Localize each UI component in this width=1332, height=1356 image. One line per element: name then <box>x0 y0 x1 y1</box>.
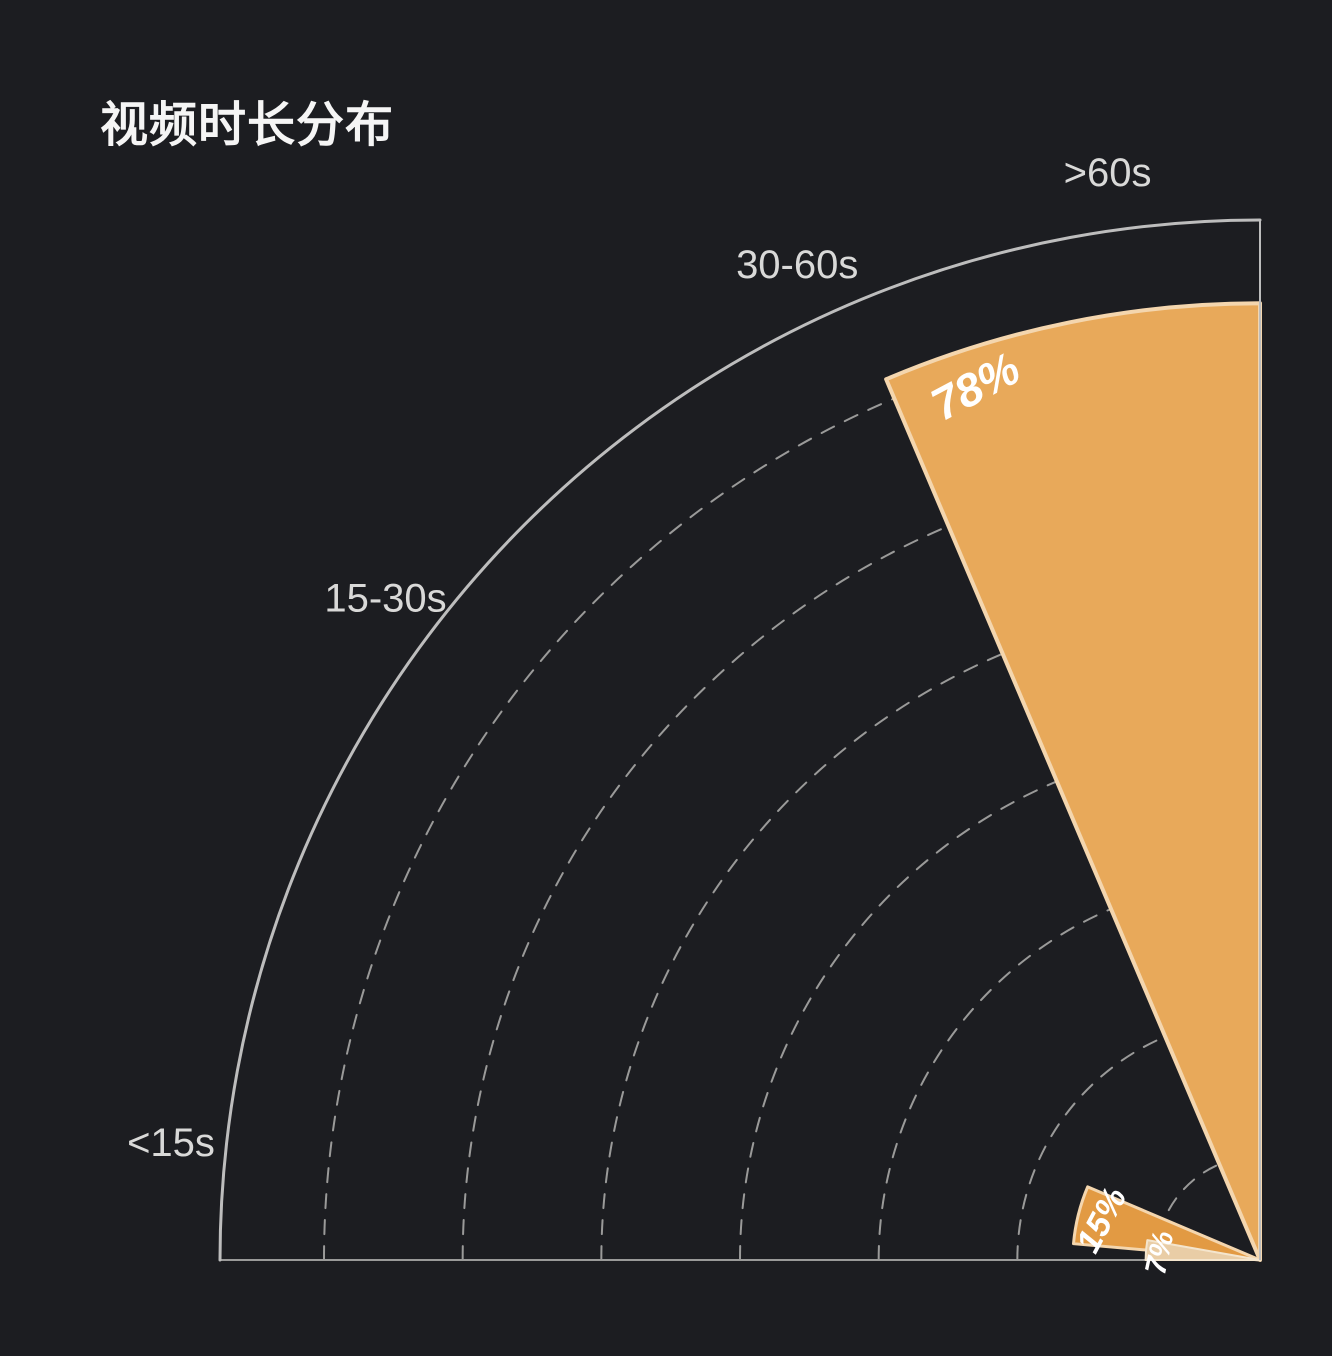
ring-label: >60s <box>1064 151 1152 195</box>
wedge <box>886 303 1260 1260</box>
ring-label: 15-30s <box>324 577 446 621</box>
ring-label: <15s <box>127 1121 215 1165</box>
ring-label: 30-60s <box>736 243 858 287</box>
polar-chart: 78%15%7%<15s15-30s30-60s>60s <box>0 0 1332 1356</box>
